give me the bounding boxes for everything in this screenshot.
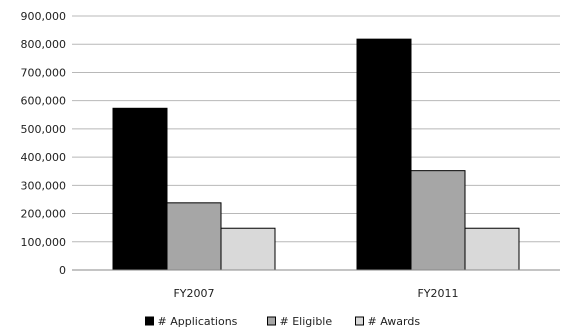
- y-tick-label: 700,000: [21, 66, 67, 79]
- legend-swatch: [145, 316, 154, 326]
- bar-applications-fy2011: [356, 38, 412, 271]
- legend-label: # Eligible: [280, 315, 333, 328]
- bar-awards-fy2011: [464, 227, 520, 271]
- legend-item: # Applications: [145, 315, 238, 328]
- y-tick-label: 900,000: [21, 10, 67, 23]
- y-tick-label: 800,000: [21, 38, 67, 51]
- y-tick-label: 0: [59, 264, 66, 277]
- bar-awards-fy2007: [220, 227, 276, 271]
- x-category-label: FY2011: [417, 287, 458, 300]
- y-tick-label: 600,000: [21, 95, 67, 108]
- bar-eligible-fy2011: [410, 170, 466, 271]
- legend-swatch: [267, 316, 276, 326]
- legend-swatch: [355, 316, 364, 326]
- legend-item: # Eligible: [267, 315, 333, 328]
- legend: # Applications # Eligible # Awards: [145, 315, 421, 328]
- y-tick-label: 400,000: [21, 151, 67, 164]
- legend-item: # Awards: [355, 315, 421, 328]
- legend-label: # Awards: [368, 315, 421, 328]
- x-category-label: FY2007: [173, 287, 214, 300]
- y-tick-label: 300,000: [21, 179, 67, 192]
- y-axis-tick-labels: 0 100,000 200,000 300,000 400,000 500,000 600,…: [21, 10, 67, 277]
- y-tick-label: 500,000: [21, 123, 67, 136]
- bar-eligible-fy2007: [166, 202, 222, 271]
- bar-applications-fy2007: [112, 107, 168, 271]
- y-tick-label: 200,000: [21, 208, 67, 221]
- y-tick-label: 100,000: [21, 236, 67, 249]
- bars: [112, 38, 520, 271]
- legend-label: # Applications: [158, 315, 238, 328]
- x-axis-category-labels: FY2007 FY2011: [173, 287, 458, 300]
